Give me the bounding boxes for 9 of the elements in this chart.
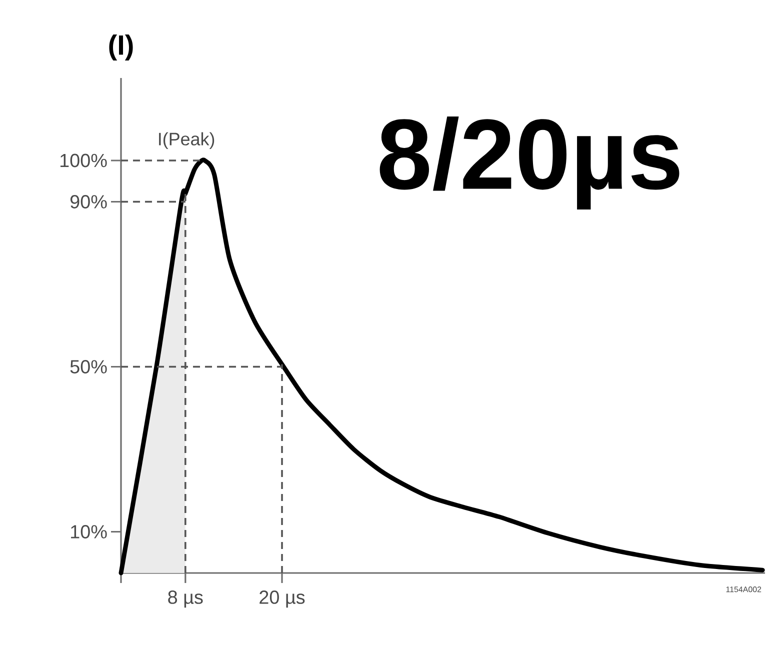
y-tick-label: 50% <box>70 360 107 374</box>
y-tick-label: 10% <box>71 525 107 538</box>
y-tick-label: 90% <box>70 195 107 208</box>
y-tick-label: 100% <box>60 154 107 168</box>
y-axis-title: (I) <box>109 34 133 60</box>
x-tick-label: 8 µs <box>168 590 203 608</box>
annotation: I(Peak) <box>159 132 214 149</box>
x-tick-label: 20 µs <box>260 590 305 608</box>
chart-title: 8/20µs <box>380 116 680 210</box>
